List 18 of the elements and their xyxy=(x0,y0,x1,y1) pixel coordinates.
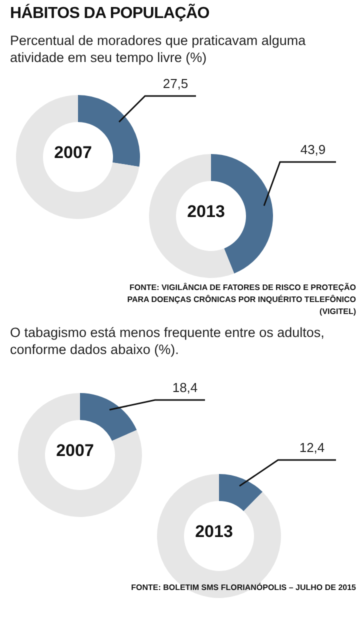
text: 2013 xyxy=(195,522,233,541)
donut-slice xyxy=(18,393,142,517)
donut-slice xyxy=(149,154,234,278)
source-note: FONTE: VIGILÂNCIA DE FATORES DE RISCO E PROTEÇÃO PARA DOENÇAS CRÔNICAS POR INQUÉRITO TELEFÔNICO (VIGITEL) xyxy=(126,282,356,318)
data-label: 43,9 xyxy=(300,142,326,157)
source-note: FONTE: BOLETIM SMS FLORIANÓPOLIS – JULHO DE 2015 xyxy=(130,582,356,594)
chart-subtitle: O tabagismo está menos frequente entre os adultos, conforme dados abaixo (%). xyxy=(10,324,326,358)
text: 2007 xyxy=(54,142,92,162)
data-label: 18,4 xyxy=(172,380,198,395)
text: 2013 xyxy=(187,202,225,221)
data-label: 27,5 xyxy=(162,76,188,91)
donut-slice xyxy=(16,95,140,219)
text: 2007 xyxy=(56,440,94,460)
chart-subtitle: Percentual de moradores que praticavam alguma atividade em seu tempo livre (%) xyxy=(10,32,307,66)
donut-slice xyxy=(219,474,263,512)
text: HÁBITOS DA POPULAÇÃO xyxy=(10,5,210,23)
donut-slice xyxy=(80,393,137,441)
data-label: 12,4 xyxy=(299,440,325,455)
